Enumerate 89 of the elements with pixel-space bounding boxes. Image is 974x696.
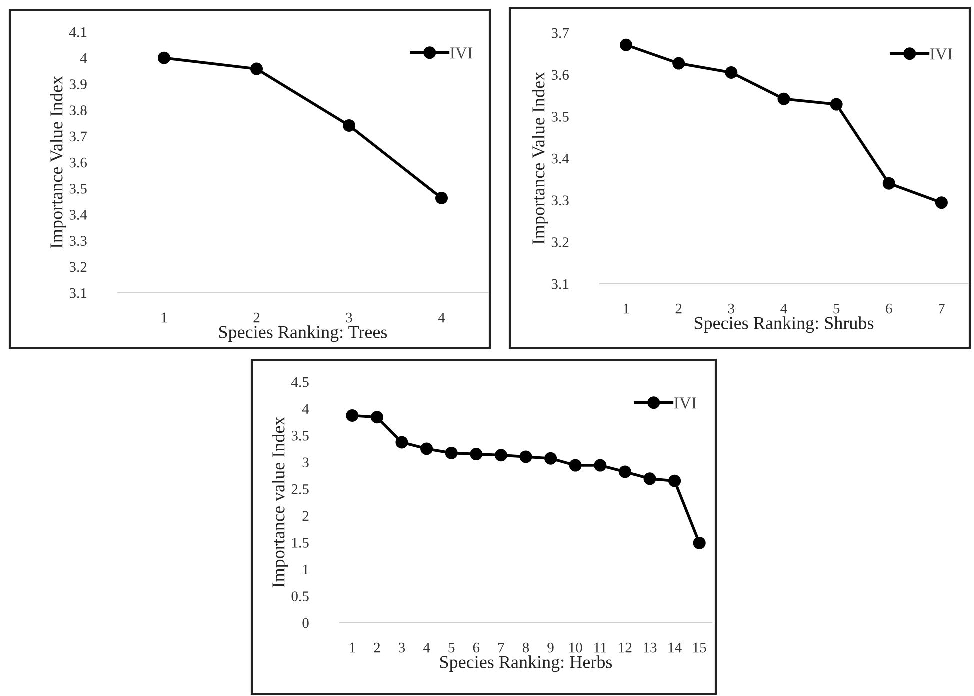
- y-tick-label: 3.8: [70, 106, 87, 116]
- point: [445, 446, 458, 460]
- legend-label: IVI: [450, 48, 472, 59]
- x-tick-label: 10: [570, 642, 582, 653]
- point: [620, 38, 633, 52]
- point: [494, 449, 508, 462]
- x-tick-label: 9: [548, 642, 554, 653]
- point: [370, 411, 384, 424]
- x-tick-label: 4: [780, 304, 788, 314]
- point: [830, 98, 843, 111]
- x-tick-label: 6: [886, 304, 892, 314]
- point: [644, 472, 656, 486]
- point: [672, 57, 686, 70]
- y-tick-label: 3.9: [70, 80, 87, 90]
- y-tick-label: 3.4: [552, 154, 570, 164]
- x-tick-label: 7: [498, 643, 504, 653]
- y-tick-label: 3.1: [70, 288, 87, 298]
- y-tick-label: 0: [302, 618, 309, 628]
- x-tick-label: 15: [694, 642, 706, 653]
- y-tick-label: 3.5: [292, 430, 309, 441]
- y-tick-label: 4: [302, 404, 310, 414]
- point: [778, 92, 790, 106]
- x-tick-label: 6: [473, 642, 480, 653]
- y-axis-title: Importance Value Index: [532, 72, 548, 244]
- y-tick-label: 2.5: [292, 484, 309, 494]
- y-tick-label: 3.1: [552, 279, 569, 290]
- y-tick-label: 3.3: [552, 196, 569, 206]
- y-tick-label: 3.5: [552, 112, 569, 122]
- point: [544, 452, 558, 465]
- y-tick-label: 3.5: [70, 184, 87, 194]
- y-tick-label: 3.6: [70, 158, 88, 168]
- x-tick-label: 4: [438, 312, 446, 323]
- y-tick-label: 3: [302, 458, 309, 468]
- x-axis-title: Species Ranking: Shrubs: [694, 316, 874, 334]
- x-tick-label: 5: [448, 643, 455, 653]
- x-tick-label: 13: [644, 642, 657, 653]
- y-tick-label: 3.7: [552, 28, 570, 38]
- x-tick-label: 11: [594, 642, 607, 653]
- x-tick-label: 2: [676, 304, 682, 314]
- x-tick-label: 12: [619, 642, 632, 653]
- x-tick-label: 3: [346, 312, 352, 323]
- y-tick-label: 2: [302, 511, 309, 521]
- x-tick-label: 2: [254, 312, 260, 323]
- x-tick-label: 4: [423, 642, 430, 653]
- x-tick-label: 1: [350, 642, 356, 653]
- legend-label: IVI: [930, 48, 952, 60]
- point: [882, 177, 896, 190]
- point: [346, 409, 359, 422]
- point: [420, 442, 434, 456]
- point: [343, 119, 356, 132]
- y-axis-title: Importance Value Index: [50, 76, 66, 248]
- y-tick-label: 1.5: [292, 538, 309, 548]
- x-tick-label: 14: [668, 642, 682, 653]
- y-tick-label: 4.1: [70, 27, 87, 38]
- point: [569, 459, 582, 472]
- point: [470, 448, 483, 461]
- point: [436, 192, 448, 205]
- point: [396, 436, 408, 449]
- point: [158, 52, 170, 64]
- x-axis-title: Species Ranking: Herbs: [440, 656, 612, 672]
- point: [618, 466, 632, 478]
- x-tick-label: 8: [522, 642, 530, 653]
- x-tick-label: 5: [834, 304, 840, 314]
- y-tick-label: 3.4: [70, 210, 88, 220]
- point: [668, 474, 682, 488]
- y-tick-label: 3.2: [552, 238, 569, 248]
- legend-label: IVI: [674, 398, 696, 409]
- y-axis-title: Importance value Index: [272, 416, 288, 588]
- y-tick-label: 3.6: [552, 70, 570, 80]
- x-tick-label: 3: [399, 642, 406, 653]
- y-tick-label: 0.5: [292, 592, 309, 602]
- x-tick-label: 7: [939, 304, 945, 314]
- y-tick-label: 1: [303, 564, 309, 575]
- point: [693, 536, 706, 550]
- y-tick-label: 3.7: [70, 132, 88, 142]
- x-tick-label: 3: [728, 304, 735, 314]
- point: [520, 450, 532, 464]
- y-tick-label: 4.5: [292, 377, 309, 388]
- point: [935, 196, 948, 210]
- x-axis-title: Species Ranking: Trees: [219, 326, 388, 342]
- point: [594, 459, 607, 472]
- x-tick-label: 1: [162, 312, 168, 323]
- y-tick-label: 3.3: [70, 236, 87, 246]
- x-tick-label: 1: [624, 304, 630, 314]
- y-tick-label: 4: [80, 54, 88, 64]
- y-tick-label: 3.2: [70, 262, 87, 272]
- point: [725, 66, 738, 79]
- point: [250, 62, 263, 76]
- x-tick-label: 2: [374, 642, 380, 653]
